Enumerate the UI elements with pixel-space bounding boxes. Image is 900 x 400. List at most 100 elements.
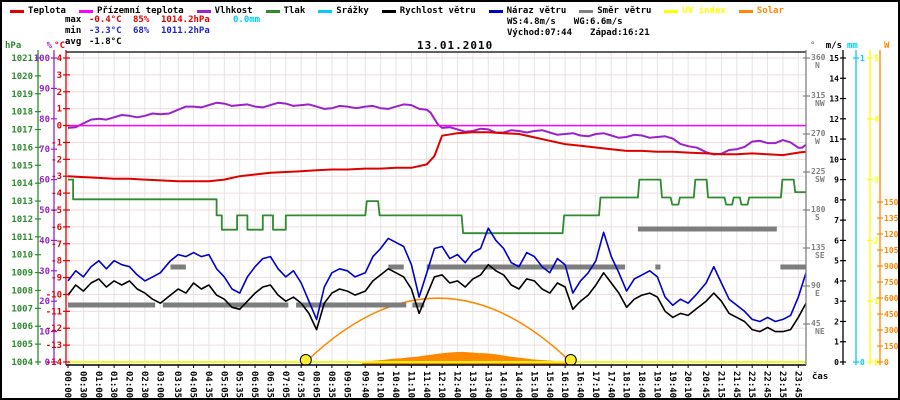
- axis-tick-label: 10: [829, 155, 839, 164]
- axis-tick-label: 8: [834, 196, 839, 205]
- x-tick-label: 00:30: [77, 371, 87, 398]
- x-tick-label: 16:10: [559, 371, 569, 398]
- legend-label: Směr větru: [597, 6, 652, 16]
- legend-label: UV index: [682, 6, 726, 16]
- axis-tick-label: 150: [884, 342, 898, 351]
- axis-tick-label: 45: [811, 319, 821, 328]
- axis-tick-label: 30: [39, 267, 50, 277]
- x-tick-label: 08:05: [311, 371, 321, 398]
- sunrise-marker: [299, 354, 312, 365]
- axis-tick-label: 60: [39, 176, 50, 186]
- x-tick-label: 12:10: [436, 371, 446, 398]
- x-tick-label: 18:10: [621, 371, 631, 398]
- x-tick-label: 06:35: [264, 371, 274, 398]
- axis-tick-label: -7: [51, 240, 62, 250]
- x-tick-label: 03:35: [172, 371, 182, 398]
- legend-dash-icon: [488, 9, 503, 13]
- legend-item-teplota: Teplota: [10, 6, 66, 16]
- x-tick-label: 21:45: [731, 371, 741, 398]
- axis-tick-label: 135: [811, 243, 826, 252]
- axis-tick-label: 1020: [11, 72, 33, 82]
- x-axis: 00:00 00:30 01:00 01:30 02:00 02:30 03:00 03:35…: [62, 365, 828, 398]
- x-tick-label: 19:40: [667, 371, 677, 398]
- stats-avg-temp: -1.8°C: [89, 37, 122, 47]
- axis-tick-label: 4: [834, 277, 839, 286]
- x-tick-label: 02:00: [124, 371, 134, 398]
- axis-tick-label: 5: [834, 257, 839, 266]
- axis-tick-label: 3: [57, 71, 62, 81]
- x-tick-label: 07:05: [280, 371, 290, 398]
- axis-tick-label: 1: [834, 338, 839, 347]
- axis-tick-label: -5: [51, 206, 62, 216]
- axis-tick-label: -8: [51, 257, 62, 267]
- sunset-marker: [564, 354, 577, 365]
- axis-tick-label: 12: [829, 115, 839, 124]
- axis-tick-label: 1: [874, 297, 879, 306]
- legend-label: Náraz větru: [506, 6, 567, 16]
- x-tick-label: 22:15: [746, 371, 756, 398]
- legend-item-sr-ky: Srážky: [318, 6, 369, 16]
- plot-area: [67, 101, 806, 365]
- axis-tick-label: -6: [51, 223, 62, 233]
- series-teplota: [67, 131, 806, 183]
- axis-tick-label: 750: [884, 278, 898, 287]
- legend-dash-icon: [78, 9, 93, 13]
- axis-tick-label: 1012: [11, 215, 33, 225]
- axis-tick-label: 1016: [11, 143, 33, 153]
- axis-tick-label: 80: [39, 115, 50, 125]
- axis-tick-label: 1015: [11, 161, 33, 171]
- x-tick-label: 11:40: [421, 371, 431, 398]
- axis-tick-label: -2: [51, 155, 62, 165]
- gridlines: [66, 52, 806, 365]
- axis-tick-label: -12: [46, 324, 62, 334]
- stats-max-rain: 0.0mm: [233, 15, 261, 25]
- legend-dash-icon: [265, 9, 280, 13]
- legend-dash-icon: [381, 9, 396, 13]
- legend-dash-icon: [664, 9, 679, 13]
- axis-tick-label: 0: [57, 122, 62, 132]
- axis-tick-label: 15: [829, 54, 839, 63]
- x-tick-label: 06:05: [249, 371, 259, 398]
- series-n-raz-v-tru: [67, 227, 806, 323]
- wind-gust-stat: WG:6.6m/s: [573, 17, 623, 27]
- legend-label: Srážky: [336, 6, 369, 16]
- x-tick-label: 13:40: [482, 371, 492, 398]
- axis-tick-label: -3: [51, 172, 62, 182]
- stats-min-row: min -3.3°C 68% 1011.2hPa: [65, 26, 260, 37]
- legend-item-sm-r-v-tru: Směr větru: [579, 6, 651, 16]
- axis-tick-label: 0: [834, 358, 839, 367]
- axis-tick-label: 1010: [11, 251, 33, 261]
- x-tick-label: 01:00: [93, 371, 103, 398]
- wind-sun-stats: WS:4.8m/s WG:6.6m/s Východ:07:44 Západ:16:…: [507, 17, 650, 39]
- axis-tick-label: 1009: [11, 269, 33, 279]
- axis-tick-label: W: [884, 41, 890, 51]
- x-axis-label: čas: [812, 371, 828, 382]
- axis-tick-label: 1004: [11, 358, 33, 368]
- axis-tick-label: 0: [860, 358, 865, 367]
- x-tick-label: 23:45: [792, 371, 802, 398]
- axis-tick-label: 225: [811, 167, 826, 176]
- x-tick-label: 15:10: [528, 371, 538, 398]
- series-smer-vetru: [68, 226, 806, 308]
- axis-tick-label: 1350: [884, 214, 898, 223]
- axis-tick-label: -10: [46, 290, 62, 300]
- axis-tick-label: NW: [815, 99, 825, 108]
- axis-tick-label: -9: [51, 274, 62, 284]
- axis-tick-label: 1008: [11, 286, 33, 296]
- axis-tick-label: E: [815, 289, 820, 298]
- x-tick-label: 01:30: [108, 371, 118, 398]
- wind-speed-stat: WS:4.8m/s: [507, 17, 556, 27]
- x-tick-label: 02:30: [139, 371, 149, 398]
- axis-tick-label: °: [810, 41, 815, 51]
- axis-tick-label: 90: [811, 281, 821, 290]
- axis-tick-label: 0: [874, 358, 879, 367]
- axis-tick-label: 7: [834, 216, 839, 225]
- axis-tick-label: 10: [39, 328, 50, 338]
- axis-tick-label: 270: [811, 129, 826, 138]
- axis-tick-label: 5: [874, 54, 879, 63]
- axis-tick-label: 20: [39, 297, 50, 307]
- legend-item-n-raz-v-tru: Náraz větru: [488, 6, 567, 16]
- legend: Teplota Přízemní teplota Vlhkost Tlak Srážky…: [10, 6, 784, 16]
- axis-tick-label: 50: [39, 206, 50, 216]
